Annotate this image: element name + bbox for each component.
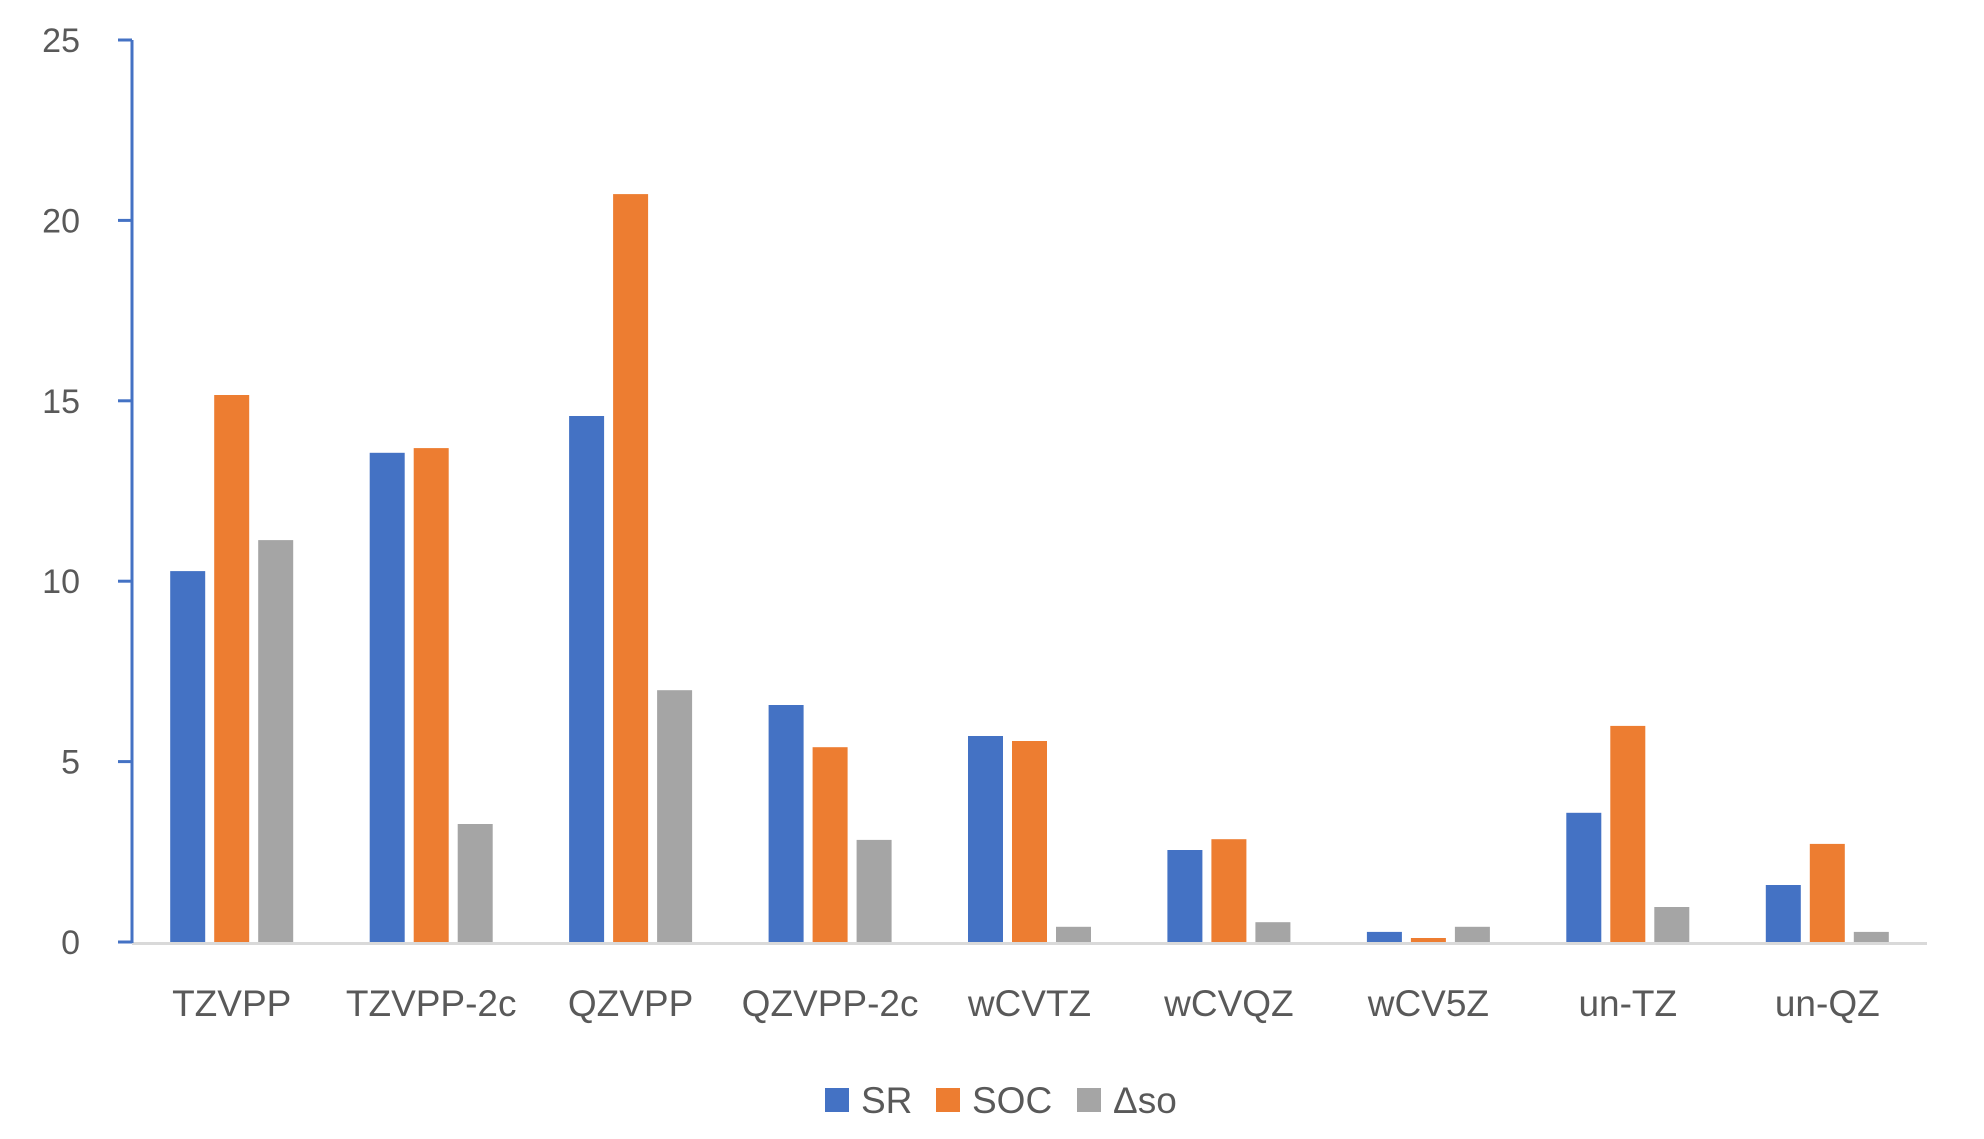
- bar-Δso-wCVTZ: [1056, 926, 1091, 942]
- bar-SOC-un-TZ: [1610, 725, 1646, 942]
- bar-SOC-un-QZ: [1809, 843, 1845, 942]
- bars-layer: [170, 194, 1889, 943]
- bar-Δso-QZVPP: [657, 690, 693, 942]
- bar-Δso-TZVPP: [258, 540, 294, 942]
- x-axis-labels: TZVPP TZVPP-2c QZVPP QZVPP-2c wCVTZ wCVQZ wCV5…: [172, 983, 1880, 1024]
- bar-SR-TZVPP-2c: [369, 452, 405, 942]
- bar-SOC-wCVTZ: [1012, 741, 1047, 942]
- bar-SOC-wCV5Z: [1410, 938, 1446, 942]
- x-tick-label: QZVPP-2c: [742, 983, 919, 1024]
- bar-Δso-un-QZ: [1853, 931, 1889, 942]
- bar-Δso-un-TZ: [1654, 907, 1690, 942]
- y-tick-label: 5: [61, 744, 80, 782]
- legend: SR SOC Δso: [825, 1080, 1177, 1121]
- x-tick-label: un-QZ: [1775, 983, 1880, 1024]
- bar-Δso-QZVPP-2c: [856, 839, 892, 942]
- x-tick-label: QZVPP: [568, 983, 693, 1024]
- bar-Δso-TZVPP-2c: [457, 824, 493, 942]
- bar-SOC-QZVPP-2c: [812, 747, 848, 942]
- bar-SR-wCVTZ: [968, 736, 1003, 942]
- bar-SR-wCVQZ: [1167, 850, 1203, 942]
- legend-item-SOC: SOC: [936, 1080, 1052, 1121]
- x-tick-label: TZVPP-2c: [346, 983, 517, 1024]
- bar-SOC-TZVPP-2c: [413, 448, 449, 942]
- bar-Δso-wCV5Z: [1454, 926, 1490, 942]
- bar-SR-TZVPP: [170, 571, 206, 942]
- bar-SOC-TZVPP: [214, 395, 250, 942]
- x-tick-label: TZVPP: [172, 983, 291, 1024]
- y-tick-label: 10: [42, 563, 80, 601]
- legend-label: SOC: [972, 1080, 1052, 1121]
- legend-swatch: [1077, 1088, 1101, 1112]
- bar-SR-un-TZ: [1566, 812, 1602, 942]
- y-tick-label: 15: [42, 383, 80, 421]
- y-tick-label: 25: [42, 22, 80, 60]
- y-tick-label: 0: [61, 924, 80, 962]
- x-tick-label: wCVTZ: [967, 983, 1091, 1024]
- x-tick-label: un-TZ: [1578, 983, 1677, 1024]
- bar-Δso-wCVQZ: [1255, 922, 1291, 942]
- legend-item-Δso: Δso: [1077, 1080, 1177, 1121]
- legend-label: SR: [861, 1080, 912, 1121]
- bar-SR-QZVPP: [569, 416, 605, 942]
- y-tick-label: 20: [42, 202, 80, 240]
- legend-swatch: [936, 1088, 960, 1112]
- x-tick-label: wCV5Z: [1367, 983, 1489, 1024]
- bar-SR-QZVPP-2c: [768, 705, 804, 942]
- bar-SOC-QZVPP: [613, 194, 649, 943]
- x-tick-label: wCVQZ: [1163, 983, 1294, 1024]
- legend-label: Δso: [1113, 1080, 1177, 1121]
- bar-SR-un-QZ: [1765, 885, 1801, 942]
- legend-item-SR: SR: [825, 1080, 912, 1121]
- legend-swatch: [825, 1088, 849, 1112]
- bar-SR-wCV5Z: [1366, 931, 1402, 942]
- y-axis: 0 5 10 15 20 25: [42, 22, 134, 962]
- bar-SOC-wCVQZ: [1211, 839, 1247, 942]
